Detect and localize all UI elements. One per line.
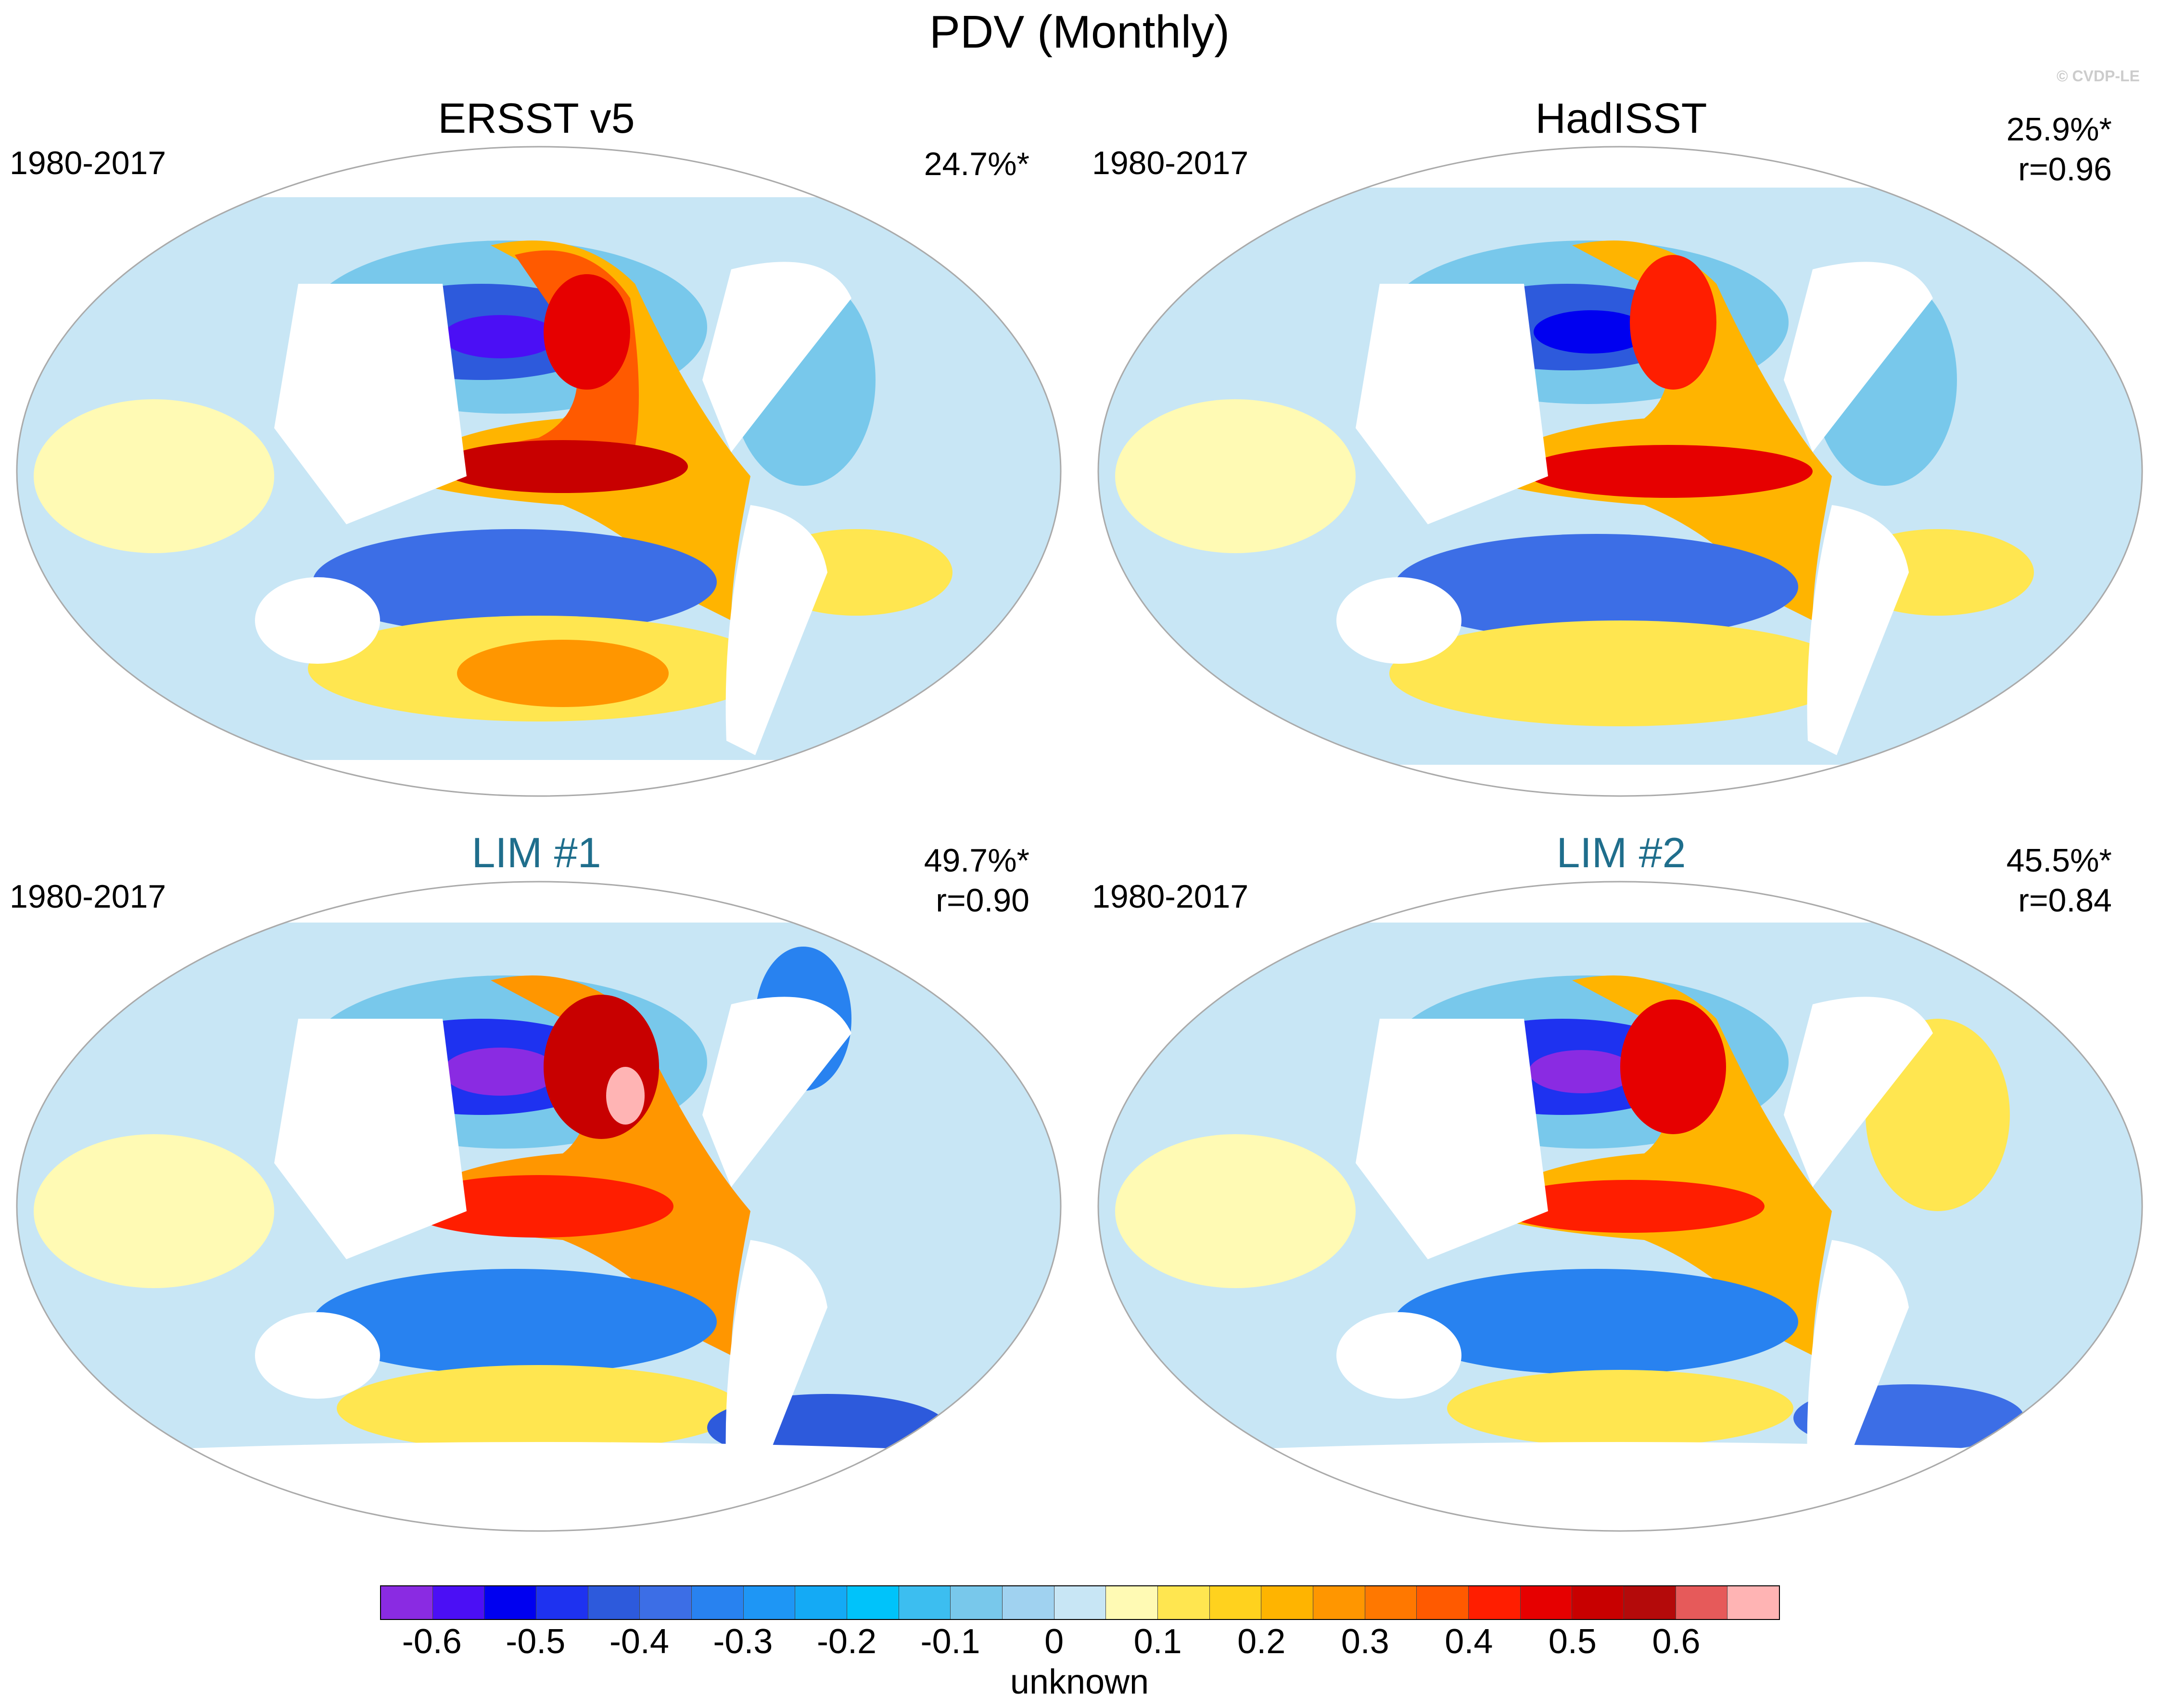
colorbar-swatch [1572,1586,1625,1619]
colorbar-tick-label: 0.2 [1237,1622,1286,1661]
colorbar-swatch [743,1586,796,1619]
colorbar-swatch [1727,1586,1779,1619]
panel-title-3: LIM #1 [471,829,601,876]
colorbar [380,1585,1780,1620]
colorbar-swatch [536,1586,588,1619]
watermark: © CVDP-LE [2057,67,2140,85]
colorbar-swatch [795,1586,848,1619]
colorbar-swatch [1676,1586,1728,1619]
panel-period-4: 1980-2017 [1092,878,1249,915]
colorbar-swatch [1624,1586,1676,1619]
colorbar-tick-label: -0.2 [816,1622,877,1661]
colorbar-tick-label: 0.6 [1652,1622,1701,1661]
colorbar-swatch [1158,1586,1210,1619]
colorbar-swatch [899,1586,951,1619]
colorbar-label: unknown [1010,1663,1149,1701]
colorbar-swatch [1469,1586,1521,1619]
colorbar-swatch [1417,1586,1469,1619]
colorbar-tick-label: -0.4 [609,1622,669,1661]
colorbar-swatch [951,1586,1003,1619]
colorbar-swatch [1054,1586,1106,1619]
colorbar-swatch [847,1586,899,1619]
colorbar-tick-label: 0 [1044,1622,1064,1661]
map-lim1 [16,881,1062,1532]
colorbar-tick-label: -0.1 [920,1622,980,1661]
colorbar-tick-label: 0.4 [1445,1622,1493,1661]
colorbar-tick-label: -0.6 [402,1622,462,1661]
colorbar-tick-label: -0.3 [713,1622,773,1661]
colorbar-swatch [1209,1586,1262,1619]
colorbar-swatch [692,1586,744,1619]
colorbar-swatch [588,1586,640,1619]
map-lim2 [1097,881,2143,1532]
colorbar-swatch [432,1586,485,1619]
map-ersst [16,146,1062,797]
colorbar-swatch [1313,1586,1365,1619]
panel-stat-variance-3: 49.7%* r=0.90 [924,842,1029,919]
colorbar-swatch [1520,1586,1573,1619]
panel-period-1: 1980-2017 [10,145,166,181]
panel-title-1: ERSST v5 [438,94,635,142]
colorbar-tick-label: 0.1 [1133,1622,1182,1661]
colorbar-swatch [1106,1586,1158,1619]
colorbar-tick-label: 0.5 [1548,1622,1597,1661]
panel-title-4: LIM #2 [1556,829,1686,876]
panel-stat-variance-1: 24.7%* [924,146,1029,182]
colorbar-tick-label: 0.3 [1341,1622,1389,1661]
colorbar-swatch [1003,1586,1054,1619]
figure-title: PDV (Monthly) [929,6,1230,58]
colorbar-swatch [484,1586,537,1619]
panel-period-2: 1980-2017 [1092,145,1249,181]
colorbar-tick-label: -0.5 [506,1622,566,1661]
colorbar-swatch [1365,1586,1417,1619]
panel-stat-variance-2: 25.9%* r=0.96 [2006,111,2112,188]
panel-title-2: HadISST [1535,94,1707,142]
map-hadisst [1097,146,2143,797]
colorbar-swatch [1261,1586,1314,1619]
colorbar-swatch [640,1586,692,1619]
panel-stat-variance-4: 45.5%* r=0.84 [2006,842,2112,919]
panel-period-3: 1980-2017 [10,878,166,915]
colorbar-swatch [381,1586,433,1619]
